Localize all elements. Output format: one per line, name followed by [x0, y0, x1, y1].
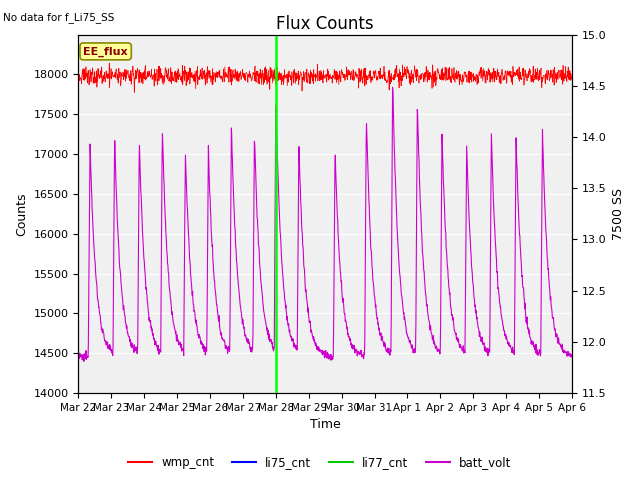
Legend: wmp_cnt, li75_cnt, li77_cnt, batt_volt: wmp_cnt, li75_cnt, li77_cnt, batt_volt [124, 452, 516, 474]
Title: Flux Counts: Flux Counts [276, 15, 374, 33]
Text: No data for f_Li75_SS: No data for f_Li75_SS [3, 12, 115, 23]
Y-axis label: 7500 SS: 7500 SS [612, 188, 625, 240]
Text: EE_flux: EE_flux [83, 46, 128, 57]
Y-axis label: Counts: Counts [15, 192, 28, 236]
X-axis label: Time: Time [310, 419, 340, 432]
